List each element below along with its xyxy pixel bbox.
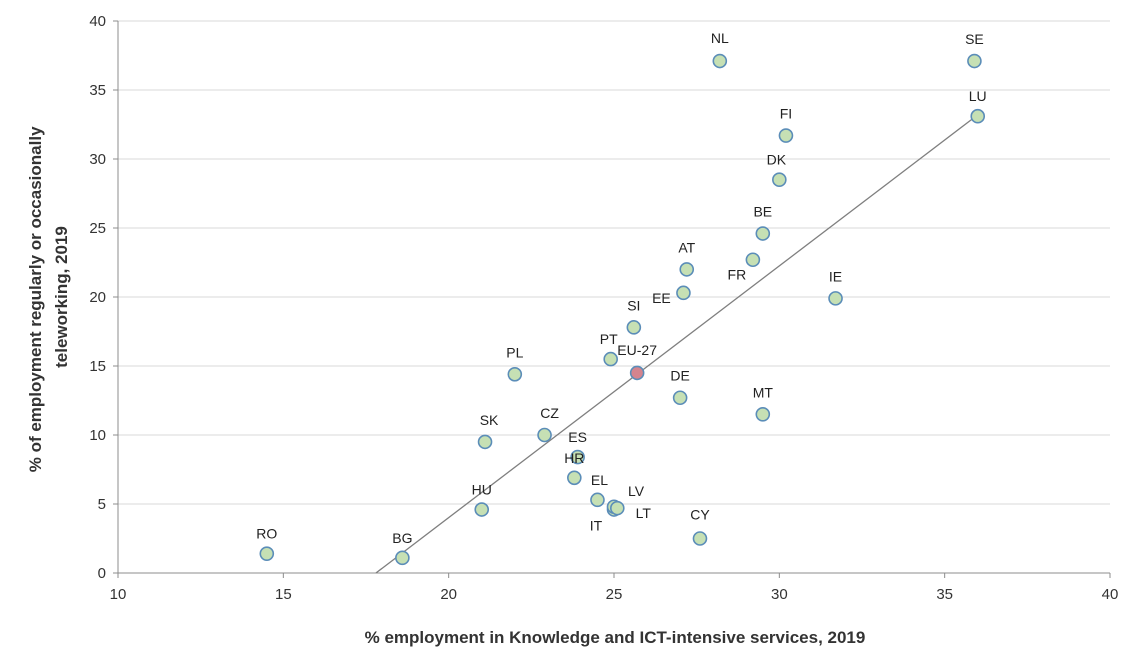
point-label-nl: NL bbox=[711, 30, 729, 46]
data-point-es bbox=[570, 449, 585, 465]
trendline-group bbox=[375, 114, 979, 574]
point-label-hr: HR bbox=[564, 450, 584, 466]
y-tick-label: 10 bbox=[89, 427, 106, 444]
x-tick-label: 20 bbox=[440, 586, 457, 603]
point-label-el: EL bbox=[591, 472, 608, 488]
trendline bbox=[375, 114, 979, 574]
data-point-be bbox=[755, 226, 771, 241]
data-point-cz bbox=[537, 427, 552, 443]
x-tick-label: 30 bbox=[771, 586, 788, 603]
y-tick-label: 0 bbox=[98, 565, 106, 582]
y-tick-label: 25 bbox=[89, 220, 106, 237]
point-label-si: SI bbox=[627, 297, 640, 313]
y-tick-label: 15 bbox=[89, 358, 106, 375]
point-label-hu: HU bbox=[472, 482, 492, 498]
point-label-lu: LU bbox=[969, 88, 987, 104]
point-label-es: ES bbox=[568, 429, 587, 445]
y-tick-label: 40 bbox=[89, 13, 106, 30]
data-point-eu-27 bbox=[629, 365, 645, 381]
point-label-pl: PL bbox=[506, 344, 523, 360]
point-label-cy: CY bbox=[690, 507, 710, 523]
data-point-el bbox=[590, 492, 605, 508]
data-point-ro bbox=[259, 546, 275, 561]
point-label-at: AT bbox=[678, 239, 695, 255]
data-point-pt bbox=[603, 351, 618, 367]
data-point-at bbox=[679, 262, 695, 277]
point-label-fi: FI bbox=[780, 106, 792, 122]
y-tick-label: 20 bbox=[89, 289, 106, 306]
x-axis-title: % employment in Knowledge and ICT-intens… bbox=[365, 628, 866, 647]
point-label-pt: PT bbox=[600, 331, 618, 347]
x-tick-label: 25 bbox=[606, 586, 623, 603]
gridlines bbox=[118, 20, 1110, 505]
x-tick-label: 15 bbox=[275, 586, 292, 603]
data-point-ee bbox=[676, 285, 691, 301]
data-point-fr bbox=[745, 252, 761, 268]
point-label-dk: DK bbox=[767, 152, 787, 168]
data-point-lt bbox=[610, 500, 625, 516]
y-tick-label: 5 bbox=[98, 496, 106, 513]
point-label-lt: LT bbox=[636, 505, 652, 521]
point-label-ro: RO bbox=[256, 526, 277, 542]
data-point-dk bbox=[772, 172, 787, 187]
data-point-cy bbox=[692, 531, 708, 546]
data-point-fi bbox=[778, 128, 794, 143]
point-label-eu-27: EU-27 bbox=[617, 342, 657, 358]
x-tick-label: 10 bbox=[110, 586, 127, 603]
point-label-se: SE bbox=[965, 31, 984, 47]
point-label-it: IT bbox=[590, 518, 603, 534]
data-points bbox=[259, 53, 986, 566]
data-point-nl bbox=[712, 53, 728, 69]
data-point-sk bbox=[477, 434, 493, 450]
data-point-bg bbox=[395, 550, 410, 566]
data-point-hu bbox=[474, 502, 490, 517]
point-label-ee: EE bbox=[652, 290, 671, 306]
point-label-be: BE bbox=[753, 204, 772, 220]
y-tick-label: 30 bbox=[89, 151, 106, 168]
point-label-ie: IE bbox=[829, 268, 842, 284]
point-label-fr: FR bbox=[728, 267, 747, 283]
x-tick-label: 35 bbox=[936, 586, 953, 603]
data-point-ie bbox=[828, 291, 843, 306]
data-point-lu bbox=[970, 108, 986, 124]
point-label-lv: LV bbox=[628, 483, 645, 499]
y-tick-label: 35 bbox=[89, 82, 106, 99]
point-label-sk: SK bbox=[480, 412, 499, 428]
data-point-mt bbox=[755, 406, 771, 422]
data-point-hr bbox=[567, 470, 582, 486]
data-point-pl bbox=[507, 366, 523, 382]
x-tick-label: 40 bbox=[1102, 586, 1119, 603]
data-point-se bbox=[967, 53, 982, 69]
axes: 0 5 10 15 20 25 30 35 40 10 15 20 25 30 35 40 bbox=[89, 13, 1118, 603]
data-point-si bbox=[626, 320, 642, 335]
data-point-de bbox=[672, 390, 688, 406]
point-label-bg: BG bbox=[392, 530, 412, 546]
point-label-mt: MT bbox=[753, 384, 774, 400]
point-label-cz: CZ bbox=[540, 405, 559, 421]
y-axis-title-line-1: % of employment regularly or occasionall… bbox=[26, 126, 45, 472]
y-axis-title: % of employment regularly or occasionall… bbox=[26, 122, 71, 473]
point-label-de: DE bbox=[670, 368, 689, 384]
y-axis-title-line-2: teleworking, 2019 bbox=[52, 226, 71, 368]
